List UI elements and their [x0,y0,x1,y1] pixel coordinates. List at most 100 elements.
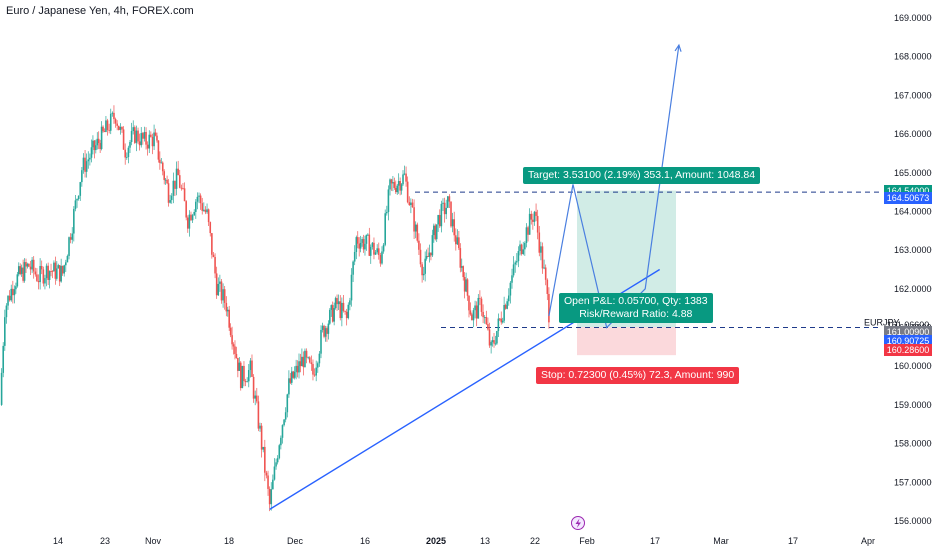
projection-path [548,45,680,329]
candle-body [220,281,223,301]
candle-body [74,200,77,209]
candle-body [125,156,128,158]
candle-body [323,325,325,337]
candle-body [185,201,187,218]
candle-body [342,302,345,311]
candle-body [8,295,11,301]
candle-body [267,475,269,489]
candle-body [265,472,268,476]
candle-body [225,302,228,312]
candle-body [408,202,411,205]
candle-body [517,251,520,262]
candle-body [76,198,78,201]
target-label[interactable]: Target: 3.53100 (2.19%) 353.1, Amount: 1… [523,167,761,184]
candle-body [196,196,199,202]
candle-body [93,140,96,151]
candle-body [36,274,38,281]
candle-body [90,147,93,158]
candle-body [288,378,290,395]
candle-body [270,489,273,505]
candle-body [211,233,213,255]
x-tick-label: Apr [861,536,875,546]
candle-body [446,196,449,208]
open-pl-label[interactable]: Open P&L: 0.05700, Qty: 1383 Risk/Reward… [559,293,713,323]
y-tick-label: 156.00000 [894,516,932,526]
candle-body [413,207,415,232]
candle-body [544,267,547,280]
candle-body [260,425,263,450]
x-tick-label: 2025 [426,536,446,546]
candle-body [512,264,515,276]
candle-body [511,275,513,283]
candle-body [99,143,101,150]
candle-body [396,185,399,193]
candle-body [324,328,327,337]
y-tick-label: 163.00000 [894,245,932,255]
candle-body [280,437,282,446]
candle-body [316,363,319,368]
candle-body [334,298,337,309]
candle-body [232,344,235,347]
candle-body [65,262,67,266]
candle-body [85,161,88,172]
y-tick-label: 158.00000 [894,439,932,449]
candle-body [134,127,136,143]
candle-body [546,279,549,294]
candle-body [421,264,423,276]
candle-body [509,282,512,296]
candle-body [514,262,517,265]
candle-body [519,244,521,252]
candle-body [320,329,322,354]
candle-body [305,350,308,358]
candle-body [164,179,167,181]
candle-body [177,168,179,176]
candle-body [262,446,265,450]
candle-body [431,235,434,256]
candle-body [382,244,385,252]
candle-body [347,304,350,319]
candle-body [198,195,200,197]
y-tick-label: 160.00000 [894,361,932,371]
candle-body [333,308,335,322]
candle-body [226,309,229,312]
candle-body [150,134,152,137]
candle-body [5,305,8,318]
candle-body [355,237,358,252]
candle-body [142,133,144,139]
candle-body [469,310,472,315]
candle-body [445,207,447,215]
candle-body [399,180,401,191]
candle-body [71,233,74,240]
candle-body [296,365,299,373]
x-tick-label: Nov [145,536,162,546]
candle-body [0,372,3,405]
x-tick-label: 17 [788,536,798,546]
candle-body [331,305,334,322]
candle-body [321,325,324,330]
candle-body [307,357,309,359]
open-pl-text: Open P&L: 0.05700, Qty: 1383 [564,295,708,307]
candle-body [397,180,400,186]
stop-label[interactable]: Stop: 0.72300 (0.45%) 72.3, Amount: 990 [536,367,740,384]
candle-body [356,237,359,244]
candle-body [50,271,52,272]
candle-body [10,288,13,301]
candle-body [308,357,311,363]
candle-body [203,209,205,211]
candle-body [422,273,425,276]
candle-body [361,239,363,243]
candle-body [326,328,328,334]
candle-body [235,353,238,358]
candle-body [367,234,369,236]
y-tick-label: 162.00000 [894,284,932,294]
candle-body [463,277,466,292]
candle-body [425,256,428,259]
candle-body [40,265,43,270]
candle-body [540,246,542,253]
candle-body [146,144,149,149]
candle-body [53,262,55,272]
y-tick-label: 165.00000 [894,168,932,178]
candle-body [503,304,505,321]
candle-body [121,127,123,130]
